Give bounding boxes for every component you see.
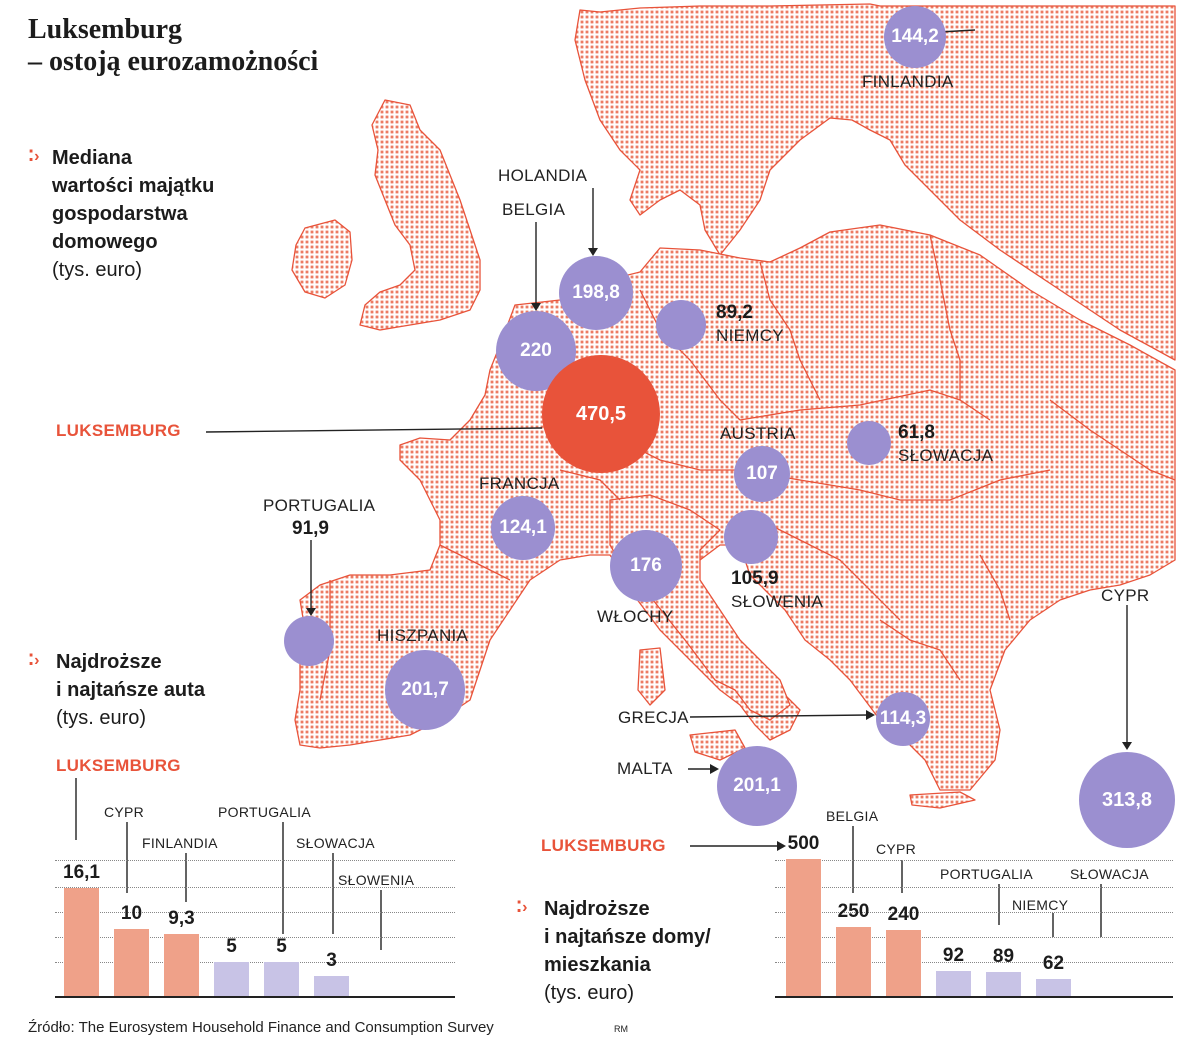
value-slowacja: 61,8 [898, 422, 935, 443]
bubble-grecja: 114,3 [876, 692, 930, 746]
houses-unit: (tys. euro) [544, 982, 635, 1004]
label-holandia: HOLANDIA [498, 166, 588, 185]
value-slowenia: 105,9 [731, 568, 779, 589]
bubble-niemcy [656, 300, 706, 350]
houses-category-0: LUKSEMBURG [541, 836, 666, 855]
bubble-austria: 107 [734, 446, 790, 502]
map-ireland [291, 219, 353, 299]
label-niemcy: NIEMCY [716, 326, 784, 345]
title-line-1: Luksemburg [28, 14, 183, 45]
label-francja: FRANCJA [479, 474, 560, 493]
wealth-unit: (tys. euro) [52, 259, 143, 281]
label-austria: AUSTRIA [720, 424, 796, 443]
label-slowacja: SŁOWACJA [898, 446, 994, 465]
title-line-2: – ostoją eurozamożności [28, 46, 319, 77]
houses-heading-line-1: Najdroższe [544, 898, 650, 920]
label-hiszpania: HISZPANIA [377, 626, 469, 645]
section-wealth-heading: ⁚› Mediana wartości majątku gospodarstwa… [28, 144, 214, 284]
bubble-francja: 124,1 [491, 496, 555, 560]
map-crete [909, 791, 976, 809]
wealth-heading-line-4: domowego [52, 231, 158, 253]
dotted-arrow-icon: ⁚› [28, 652, 40, 669]
value-portugalia: 91,9 [292, 518, 329, 539]
dotted-arrow-icon: ⁚› [516, 899, 528, 916]
bubble-slowacja [847, 421, 891, 465]
cars-unit: (tys. euro) [56, 707, 147, 729]
bubble-slowenia [724, 510, 778, 564]
bubble-wlochy: 176 [610, 530, 682, 602]
dotted-arrow-icon: ⁚› [28, 148, 40, 165]
bubble-luksemburg: 470,5 [542, 355, 660, 473]
wealth-heading-line-2: wartości majątku [52, 175, 215, 197]
section-cars-heading: ⁚› Najdroższe i najtańsze auta (tys. eur… [28, 648, 205, 732]
source-note: Źródło: The Eurosystem Household Finance… [28, 1019, 494, 1036]
bubble-malta: 201,1 [717, 746, 797, 826]
section-houses-heading: ⁚› Najdroższe i najtańsze domy/ mieszkan… [516, 895, 711, 1007]
label-luksemburg: LUKSEMBURG [56, 421, 181, 440]
label-portugalia: PORTUGALIA [263, 496, 376, 515]
bubble-holandia: 198,8 [559, 256, 633, 330]
bubble-hiszpania: 201,7 [385, 650, 465, 730]
value-niemcy: 89,2 [716, 302, 753, 323]
wealth-heading-line-3: gospodarstwa [52, 203, 188, 225]
bubble-cypr: 313,8 [1079, 752, 1175, 848]
infographic-title: Luksemburg – ostoją eurozamożności [28, 14, 318, 78]
cars-heading-line-1: Najdroższe [56, 651, 162, 673]
map-sardinia [637, 647, 666, 706]
bubble-portugalia [284, 616, 334, 666]
cars-heading-line-2: i najtańsze auta [56, 679, 205, 701]
label-wlochy: WŁOCHY [597, 607, 674, 626]
author-credit: RM [614, 1024, 628, 1034]
map-great-britain [359, 99, 481, 331]
label-belgia: BELGIA [502, 200, 566, 219]
map-scandinavia [574, 3, 1176, 361]
wealth-heading-line-1: Mediana [52, 147, 133, 169]
label-grecja: GRECJA [618, 708, 689, 727]
houses-heading-line-2: i najtańsze domy/ [544, 926, 711, 948]
label-malta: MALTA [617, 759, 673, 778]
cars-gap-stub [214, 993, 249, 996]
bubble-finlandia: 144,2 [884, 6, 946, 68]
houses-heading-line-3: mieszkania [544, 954, 651, 976]
label-finlandia: FINLANDIA [862, 72, 954, 91]
label-slowenia: SŁOWENIA [731, 592, 824, 611]
houses-gap-stub [936, 993, 971, 996]
label-cypr: CYPR [1101, 586, 1150, 605]
